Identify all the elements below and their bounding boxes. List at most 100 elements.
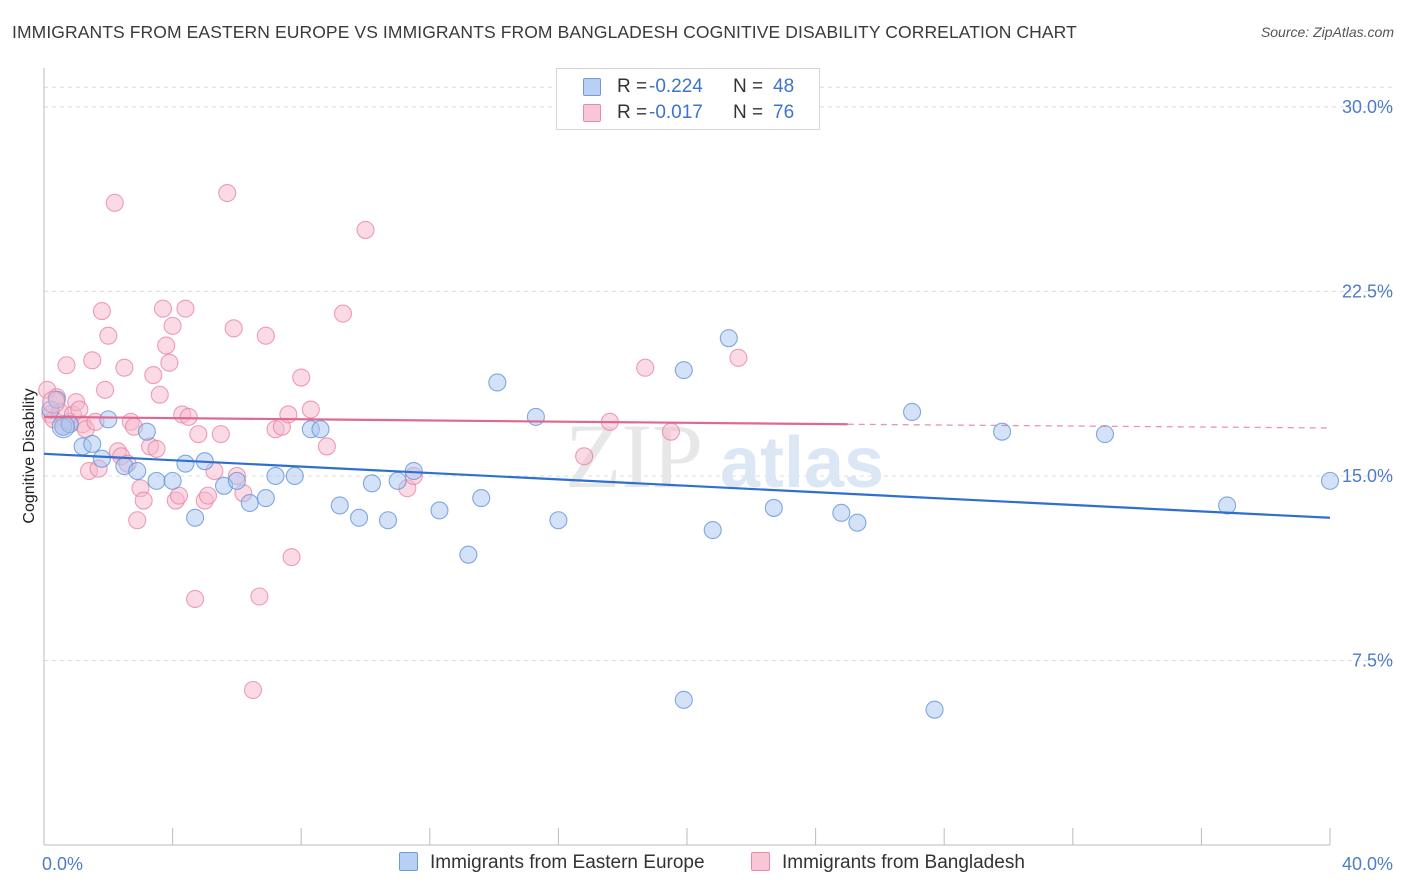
bangladesh-point <box>250 587 269 606</box>
bangladesh-point <box>83 351 102 370</box>
chart-title: IMMIGRANTS FROM EASTERN EUROPE VS IMMIGR… <box>12 22 1077 42</box>
eastern-europe-point <box>902 402 922 422</box>
bottom-legend-swatch-blue <box>399 852 418 871</box>
y-tick-label: 22.5% <box>1342 281 1393 301</box>
bangladesh-point <box>292 368 311 387</box>
bangladesh-point <box>128 511 147 530</box>
legend-swatch-pink <box>583 104 601 122</box>
bottom-legend-swatch-pink <box>751 852 770 871</box>
bottom-legend-label: Immigrants from Bangladesh <box>782 852 1025 873</box>
bangladesh-point <box>729 348 748 367</box>
trend-layer <box>43 415 1331 519</box>
eastern-europe-point <box>176 454 195 473</box>
legend-n-label: N = <box>733 102 764 123</box>
eastern-europe-point <box>1095 425 1114 444</box>
bangladesh-point <box>147 439 166 458</box>
eastern-europe-point <box>472 489 491 508</box>
bangladesh-point <box>42 390 66 414</box>
legend-n-value: 48 <box>773 76 795 97</box>
eastern-europe-trend-line <box>43 452 1331 519</box>
legend-n-value: 76 <box>773 102 795 123</box>
bangladesh-point <box>243 680 263 700</box>
bangladesh-point <box>57 356 76 375</box>
bangladesh-point <box>301 400 320 419</box>
axes-layer: 7.5% 15.0% 22.5% 30.0% 0.0% 40.0% <box>42 68 1393 874</box>
bangladesh-point <box>157 336 176 355</box>
eastern-europe-point <box>99 410 118 429</box>
y-tick-label: 15.0% <box>1342 466 1393 486</box>
eastern-europe-point <box>925 700 944 719</box>
bangladesh-point <box>96 380 115 399</box>
eastern-europe-point <box>703 521 722 540</box>
eastern-europe-point <box>378 511 398 530</box>
eastern-europe-point <box>459 545 478 564</box>
bangladesh-point <box>224 319 243 338</box>
bangladesh-point <box>636 358 655 377</box>
legend-swatch-blue <box>583 78 601 96</box>
bangladesh-point <box>211 425 230 444</box>
legend-r-value: -0.017 <box>649 102 703 123</box>
bangladesh-point <box>163 316 182 335</box>
legend-box: R = -0.224 N = 48 R = -0.017 N = 76 <box>556 68 820 130</box>
eastern-europe-point <box>51 415 75 439</box>
bangladesh-point <box>256 326 275 345</box>
eastern-europe-point <box>147 471 166 490</box>
eastern-europe-point <box>993 422 1012 441</box>
bangladesh-point <box>186 589 205 609</box>
bangladesh-trend-line <box>43 415 848 426</box>
y-tick-label: 30.0% <box>1342 97 1393 117</box>
bangladesh-point <box>279 405 298 424</box>
bangladesh-point <box>282 548 301 567</box>
bottom-legend-label: Immigrants from Eastern Europe <box>430 852 705 873</box>
eastern-europe-point <box>163 471 182 490</box>
x-tick-label: 40.0% <box>1342 854 1393 874</box>
eastern-europe-point <box>92 449 111 468</box>
eastern-europe-point <box>1320 471 1340 490</box>
bangladesh-point <box>92 302 111 321</box>
y-axis-label: Cognitive Disability <box>21 388 38 523</box>
bangladesh-point <box>198 486 218 505</box>
eastern-europe-point <box>488 373 507 392</box>
source-label: Source: ZipAtlas.com <box>1260 24 1394 40</box>
bangladesh-point <box>317 437 336 456</box>
eastern-europe-point <box>83 434 102 454</box>
bangladesh-point <box>70 400 89 419</box>
eastern-europe-point <box>719 329 738 348</box>
eastern-europe-point <box>186 508 205 527</box>
eastern-europe-point <box>227 471 246 490</box>
eastern-europe-point <box>285 466 304 486</box>
x-tick-label: 0.0% <box>42 854 83 874</box>
legend-r-value: -0.224 <box>649 76 703 97</box>
bangladesh-point <box>333 304 353 323</box>
eastern-europe-point <box>674 690 693 709</box>
bangladesh-point <box>160 353 179 372</box>
bangladesh-point <box>105 193 124 212</box>
legend-r-label: R = <box>617 102 648 123</box>
eastern-europe-point <box>388 471 407 490</box>
bangladesh-point <box>150 385 169 404</box>
bangladesh-point <box>189 425 208 444</box>
bangladesh-point <box>356 220 375 239</box>
eastern-europe-point <box>832 503 851 522</box>
eastern-europe-point <box>266 466 285 486</box>
legend-n-label: N = <box>733 76 764 97</box>
bangladesh-point <box>153 299 173 318</box>
bangladesh-point <box>176 299 195 318</box>
bangladesh-point <box>179 407 198 426</box>
bottom-legend-eastern-europe: Immigrants from Eastern Europe <box>399 852 705 874</box>
eastern-europe-point <box>330 496 349 515</box>
eastern-europe-point <box>1218 496 1237 515</box>
bangladesh-point <box>144 366 163 385</box>
bottom-legend-bangladesh: Immigrants from Bangladesh <box>751 852 1025 874</box>
bangladesh-point <box>661 422 680 441</box>
grid-layer <box>44 86 1392 661</box>
eastern-europe-point <box>256 489 275 508</box>
eastern-europe-point <box>848 513 867 532</box>
eastern-europe-point <box>430 501 449 520</box>
bangladesh-point <box>115 358 134 377</box>
eastern-europe-point <box>128 461 147 481</box>
legend-r-label: R = <box>617 76 648 97</box>
bangladesh-point <box>99 326 118 345</box>
eastern-europe-point <box>764 498 783 517</box>
